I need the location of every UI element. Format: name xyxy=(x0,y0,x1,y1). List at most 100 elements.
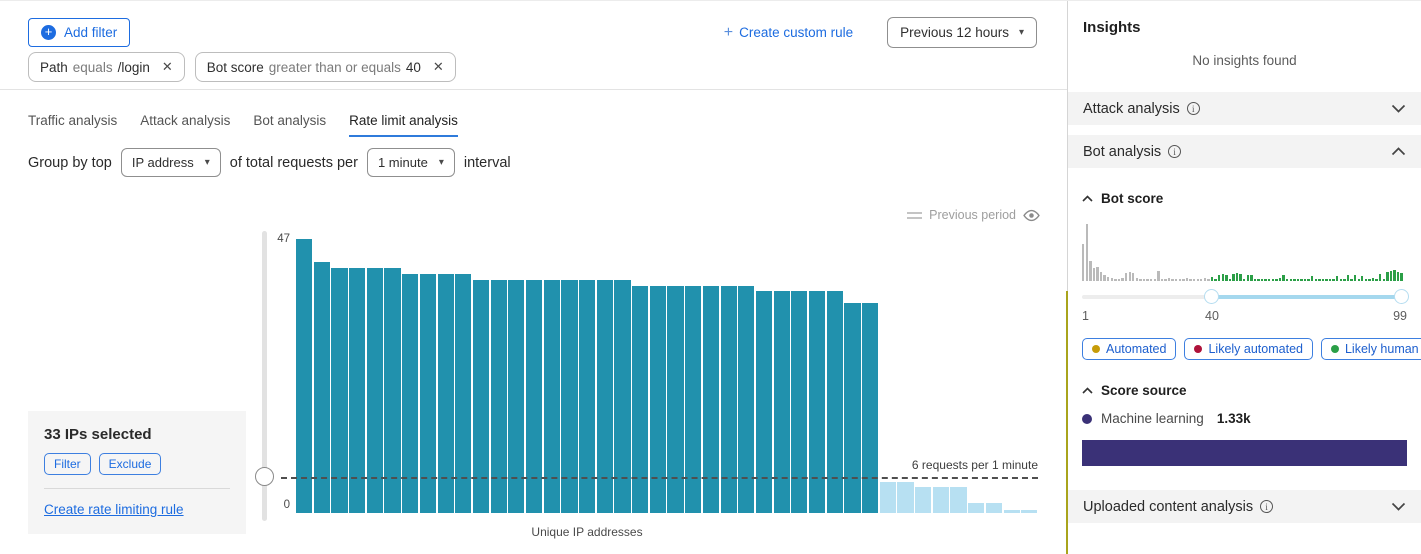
chart-bar[interactable] xyxy=(915,487,932,513)
machine-learning-dot-icon xyxy=(1082,413,1092,424)
chart-bar[interactable] xyxy=(932,487,949,513)
histogram-bar xyxy=(1253,279,1257,281)
time-range-dropdown[interactable]: Previous 12 hours ▾ xyxy=(887,17,1037,48)
chart-bar[interactable] xyxy=(738,285,755,513)
attack-analysis-label: Attack analysis xyxy=(1083,100,1180,117)
tab-traffic-analysis[interactable]: Traffic analysis xyxy=(28,113,118,128)
histogram-bar xyxy=(1343,279,1346,281)
remove-filter-icon[interactable]: ✕ xyxy=(161,59,173,74)
chart-bar[interactable] xyxy=(490,279,507,513)
chart-bar[interactable] xyxy=(720,285,737,513)
threshold-slider-track[interactable] xyxy=(262,231,267,521)
remove-filter-icon[interactable]: ✕ xyxy=(432,59,444,74)
uploaded-content-analysis-section[interactable]: Uploaded content analysis i xyxy=(1068,490,1421,523)
group-by-prefix: Group by top xyxy=(28,154,112,171)
tab-attack-analysis[interactable]: Attack analysis xyxy=(140,113,231,128)
chart-bar[interactable] xyxy=(968,502,985,513)
chart-bar[interactable] xyxy=(649,285,666,513)
chart-bar[interactable] xyxy=(561,279,578,513)
score-source-subsection[interactable]: Score source xyxy=(1082,383,1407,398)
category-dot-icon xyxy=(1330,345,1339,353)
add-filter-button[interactable]: + Add filter xyxy=(28,18,131,47)
histogram-bar xyxy=(1293,279,1296,281)
info-icon[interactable]: i xyxy=(1168,145,1182,158)
slider-max-label: 99 xyxy=(1393,309,1407,323)
threshold-slider-handle[interactable] xyxy=(255,467,274,486)
group-by-dimension-select[interactable]: IP address ▾ xyxy=(120,148,221,177)
chart-bar[interactable] xyxy=(419,273,436,513)
chart-bar[interactable] xyxy=(366,268,383,513)
chart-bar[interactable] xyxy=(844,303,861,513)
chart-bar[interactable] xyxy=(508,279,525,513)
chart-bar[interactable] xyxy=(543,279,560,513)
histogram-bar xyxy=(1142,279,1146,281)
histogram-bar xyxy=(1200,279,1203,281)
chart-bar[interactable] xyxy=(313,262,330,513)
insights-title: Insights xyxy=(1083,19,1141,36)
bot-score-subsection[interactable]: Bot score xyxy=(1082,191,1407,206)
chart-bar[interactable] xyxy=(331,268,348,513)
chart-bar[interactable] xyxy=(472,279,490,513)
eye-icon[interactable] xyxy=(1023,209,1040,222)
category-dot-icon xyxy=(1194,345,1203,353)
plus-icon: + xyxy=(723,23,734,41)
group-by-middle: of total requests per xyxy=(229,154,358,171)
histogram-bar xyxy=(1318,279,1321,281)
histogram-bar xyxy=(1124,273,1128,281)
chart-bar[interactable] xyxy=(685,285,702,513)
tab-rate-limit-analysis[interactable]: Rate limit analysis xyxy=(349,113,458,137)
slider-active-track[interactable] xyxy=(1212,295,1407,299)
attack-analysis-section[interactable]: Attack analysis i xyxy=(1068,92,1421,125)
chart-bar[interactable] xyxy=(879,481,896,513)
info-icon[interactable]: i xyxy=(1186,102,1200,115)
chart-bar[interactable] xyxy=(791,291,808,513)
histogram-bar xyxy=(1246,275,1249,281)
bot-analysis-section[interactable]: Bot analysis i xyxy=(1068,135,1421,168)
histogram-bar xyxy=(1250,275,1253,281)
chart-bar[interactable] xyxy=(632,285,649,513)
chart-bar[interactable] xyxy=(755,291,773,513)
chart-bar[interactable] xyxy=(296,239,313,513)
histogram-bar xyxy=(1336,276,1339,281)
tab-bot-analysis[interactable]: Bot analysis xyxy=(253,113,327,128)
chart-bar[interactable] xyxy=(596,279,613,513)
analysis-tabs: Traffic analysis Attack analysis Bot analy… xyxy=(28,113,458,137)
chart-bar[interactable] xyxy=(702,285,719,513)
pill-likely-human[interactable]: Likely human xyxy=(1320,338,1421,360)
histogram-bar xyxy=(1361,276,1364,281)
histogram-bar xyxy=(1285,279,1289,281)
chart-bar[interactable] xyxy=(667,285,684,513)
pill-automated[interactable]: Automated xyxy=(1082,338,1177,360)
chart-bar[interactable] xyxy=(437,273,454,513)
info-icon[interactable]: i xyxy=(1260,500,1274,513)
exclude-button[interactable]: Exclude xyxy=(98,453,162,475)
create-rate-limiting-rule-link[interactable]: Create rate limiting rule xyxy=(44,502,184,517)
chart-bar[interactable] xyxy=(455,273,472,513)
chart-bar[interactable] xyxy=(897,481,914,513)
pill-likely-automated[interactable]: Likely automated xyxy=(1184,338,1313,360)
chart-bar[interactable] xyxy=(862,303,879,513)
chart-bar[interactable] xyxy=(773,291,790,513)
chart-bar[interactable] xyxy=(579,279,596,513)
chart-bar[interactable] xyxy=(950,487,967,513)
histogram-bar xyxy=(1139,279,1142,281)
histogram-bar xyxy=(1082,244,1085,281)
chart-bar[interactable] xyxy=(1003,509,1020,513)
create-custom-rule-link[interactable]: + Create custom rule xyxy=(724,24,853,42)
chart-bar[interactable] xyxy=(402,273,419,513)
slider-handle-from[interactable] xyxy=(1204,289,1219,304)
filter-button[interactable]: Filter xyxy=(44,453,91,475)
chart-bar[interactable] xyxy=(1021,510,1038,513)
slider-handle-to[interactable] xyxy=(1394,289,1409,304)
interval-select[interactable]: 1 minute ▾ xyxy=(366,148,455,177)
chart-bar[interactable] xyxy=(808,291,826,513)
chart-bar[interactable] xyxy=(525,279,543,513)
chart-bar[interactable] xyxy=(384,268,401,513)
chart-bar[interactable] xyxy=(349,268,366,513)
chart-bar[interactable] xyxy=(614,279,631,513)
histogram-bar xyxy=(1117,279,1121,281)
chart-bar[interactable] xyxy=(826,291,843,513)
chart-bar[interactable] xyxy=(985,502,1002,513)
histogram-bar xyxy=(1207,279,1210,281)
